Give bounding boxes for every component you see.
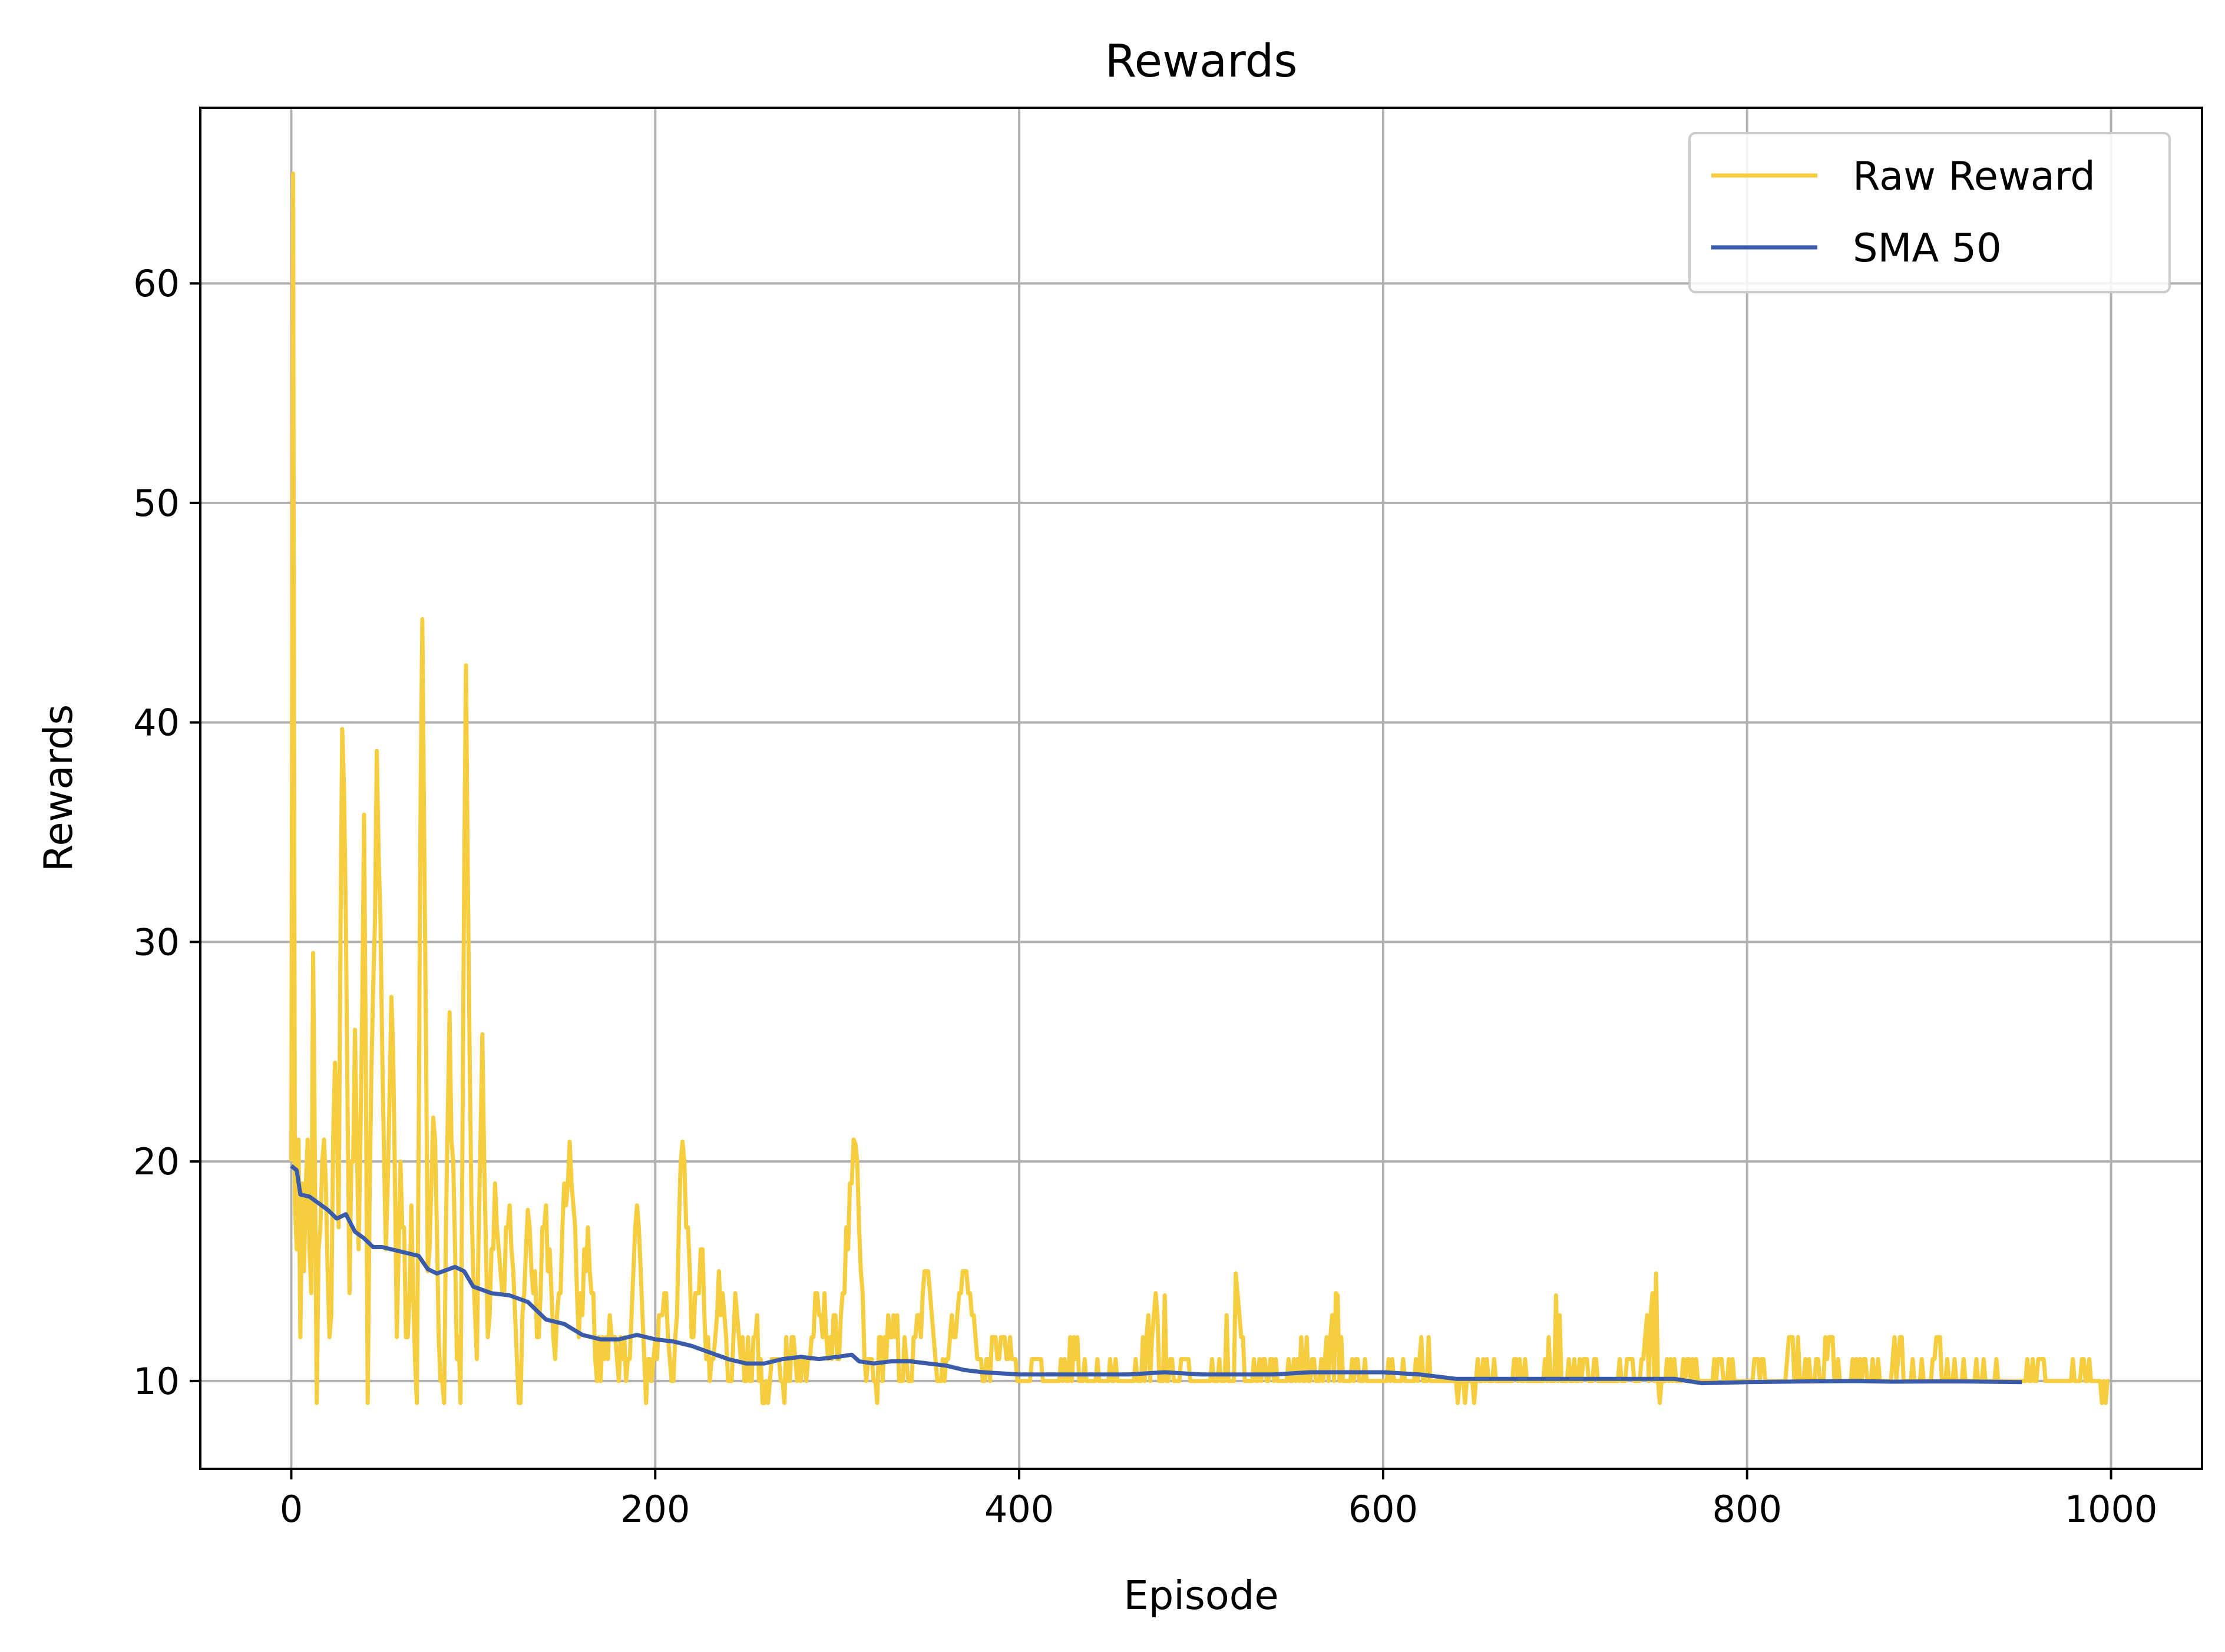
grid-lines — [200, 108, 2202, 1469]
legend-box — [1688, 132, 2171, 293]
y-axis-label: Rewards — [35, 704, 81, 872]
y-tick-label: 20 — [133, 1140, 180, 1183]
legend-label-raw-reward: Raw Reward — [1853, 153, 2095, 199]
x-axis: 0 200 400 600 800 1000 — [280, 1469, 2158, 1531]
chart-title: Rewards — [1105, 35, 1298, 88]
legend: Raw Reward SMA 50 — [1688, 132, 2171, 293]
series-line-sma-50 — [290, 1164, 2022, 1386]
y-tick-label: 10 — [133, 1360, 180, 1403]
y-tick-label: 30 — [133, 921, 180, 964]
x-tick-label: 400 — [984, 1488, 1054, 1531]
y-axis: 10 20 30 40 50 60 — [133, 262, 200, 1403]
y-tick-label: 50 — [133, 482, 180, 525]
x-axis-label: Episode — [1123, 1572, 1278, 1618]
plot-frame — [199, 107, 2203, 1470]
series-line-raw-reward — [289, 171, 2110, 1405]
legend-label-sma-50: SMA 50 — [1853, 225, 2002, 271]
x-tick-label: 800 — [1712, 1488, 1782, 1531]
x-tick-label: 600 — [1348, 1488, 1418, 1531]
y-tick-label: 60 — [133, 262, 180, 305]
x-tick-label: 0 — [280, 1488, 303, 1531]
series-layer — [289, 171, 2110, 1405]
x-tick-label: 1000 — [2065, 1488, 2158, 1531]
y-tick-label: 40 — [133, 701, 180, 744]
x-tick-label: 200 — [620, 1488, 690, 1531]
